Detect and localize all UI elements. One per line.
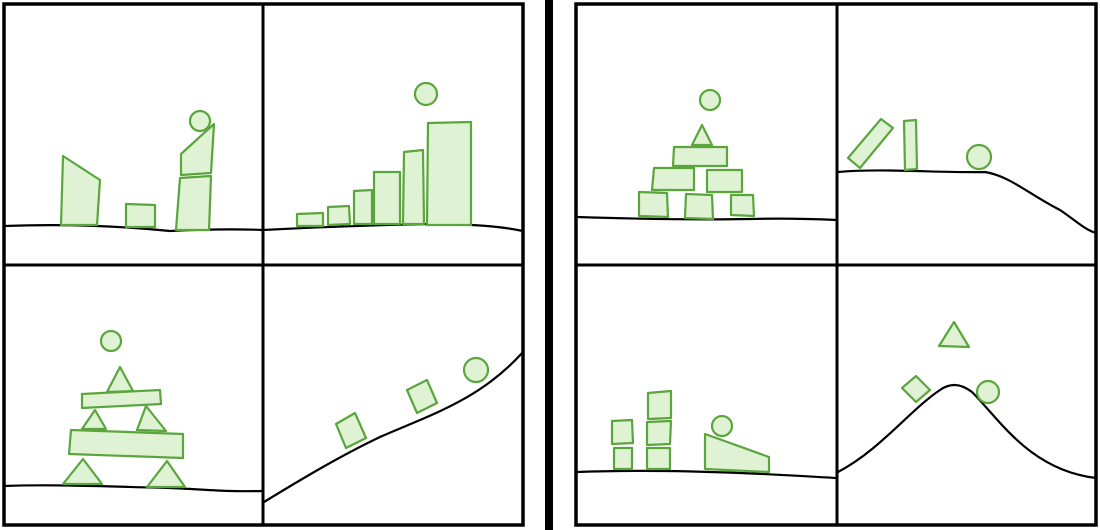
ball [188,109,212,133]
plank-lower [67,428,185,460]
ball [413,81,439,107]
panel-top-right [836,117,1098,235]
triangle [937,320,971,349]
block [900,374,932,404]
trapezoid-block [59,154,102,227]
plank-tilted [846,117,895,170]
tall-block [174,174,213,232]
wedge-block [179,122,216,177]
ground-line [575,215,839,222]
plank-upper [80,388,163,410]
ground-line [2,484,265,493]
triangle-top [105,365,135,394]
ground-line [262,350,525,504]
triangle-4 [135,404,168,433]
block-1 [334,411,368,450]
ball [698,88,722,112]
panel-top-left [2,109,265,233]
triangle-3 [80,408,108,431]
block-1 [295,211,325,228]
block-4 [645,419,673,447]
block-2 [326,204,352,227]
plank-upright [902,118,919,172]
triangle-2 [145,459,187,489]
ground-line [836,383,1098,480]
panel-bottom-left [575,389,839,480]
square-block [124,202,157,229]
block-4 [650,166,696,192]
ramp [703,432,771,474]
block-6 [671,145,729,168]
panel-top-left [575,88,839,222]
block-1 [610,418,635,446]
block-1 [637,190,670,219]
block-2 [405,378,439,415]
triangle-1 [61,457,104,486]
panel-bottom-right [262,350,525,504]
ball [710,414,734,438]
ball [462,356,490,384]
triangle [690,123,714,147]
ball [965,143,993,171]
group-separator [545,0,553,530]
block-2 [683,192,715,221]
ground-line [836,169,1098,235]
ball [975,379,1001,405]
block-3 [352,188,374,226]
block-2 [612,446,634,471]
block-3 [646,389,673,421]
block-6 [425,120,473,227]
block-3 [729,193,756,218]
panel-bottom-right [836,320,1098,480]
left-group [2,2,525,527]
ground-line [2,224,265,233]
block-5 [645,446,672,471]
block-4 [372,170,402,226]
right-group [574,2,1098,527]
block-5 [401,148,426,226]
panel-top-right [261,81,525,233]
ground-line [575,469,839,480]
panel-bottom-left [2,329,265,493]
block-5 [705,168,744,194]
ball [99,329,123,353]
